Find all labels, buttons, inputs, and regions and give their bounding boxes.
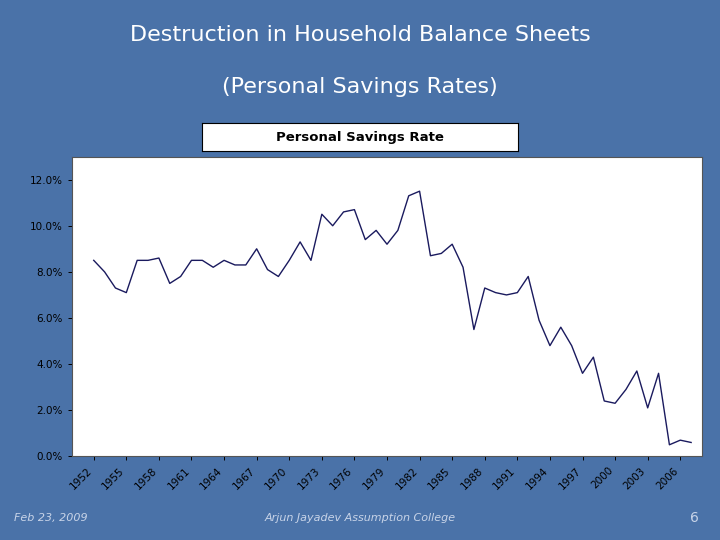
Text: Personal Savings Rate: Personal Savings Rate xyxy=(276,131,444,144)
Text: Feb 23, 2009: Feb 23, 2009 xyxy=(14,513,88,523)
Text: (Personal Savings Rates): (Personal Savings Rates) xyxy=(222,77,498,97)
Text: Destruction in Household Balance Sheets: Destruction in Household Balance Sheets xyxy=(130,25,590,45)
Text: Arjun Jayadev Assumption College: Arjun Jayadev Assumption College xyxy=(264,513,456,523)
Text: 6: 6 xyxy=(690,511,698,525)
